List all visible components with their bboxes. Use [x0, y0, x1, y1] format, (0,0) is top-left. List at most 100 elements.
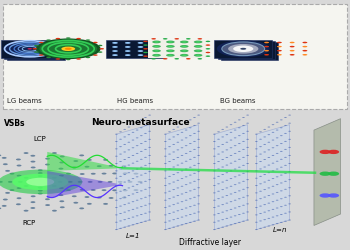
Circle shape — [263, 174, 266, 175]
Circle shape — [290, 54, 295, 56]
Circle shape — [217, 213, 220, 214]
Circle shape — [234, 223, 237, 224]
Circle shape — [193, 165, 196, 166]
Circle shape — [255, 192, 258, 194]
Circle shape — [185, 223, 188, 224]
Circle shape — [166, 50, 175, 52]
Circle shape — [144, 117, 147, 118]
Circle shape — [138, 181, 142, 183]
Circle shape — [197, 123, 200, 124]
Circle shape — [140, 135, 143, 136]
Circle shape — [213, 163, 216, 164]
Circle shape — [28, 48, 32, 50]
Circle shape — [38, 184, 43, 186]
Circle shape — [263, 204, 266, 205]
Circle shape — [136, 137, 139, 138]
Circle shape — [59, 187, 64, 189]
Circle shape — [132, 155, 134, 156]
Circle shape — [45, 183, 50, 185]
Circle shape — [217, 40, 270, 57]
Circle shape — [91, 189, 96, 191]
Circle shape — [276, 168, 279, 170]
Circle shape — [242, 165, 245, 166]
Circle shape — [123, 189, 126, 190]
Circle shape — [176, 134, 179, 135]
Circle shape — [259, 198, 262, 199]
Circle shape — [213, 229, 216, 230]
Circle shape — [66, 173, 71, 174]
Circle shape — [132, 224, 134, 225]
Circle shape — [36, 38, 100, 59]
Circle shape — [217, 139, 220, 140]
Circle shape — [255, 163, 258, 164]
Circle shape — [164, 222, 167, 223]
Circle shape — [246, 171, 249, 172]
Circle shape — [38, 178, 43, 180]
Circle shape — [221, 136, 224, 138]
Circle shape — [144, 141, 147, 142]
Circle shape — [132, 186, 134, 187]
FancyBboxPatch shape — [1, 40, 59, 58]
Text: LG beams: LG beams — [7, 98, 41, 103]
Circle shape — [112, 189, 117, 191]
Circle shape — [290, 42, 295, 43]
Circle shape — [246, 139, 249, 140]
Circle shape — [168, 139, 171, 140]
Circle shape — [196, 46, 200, 47]
Circle shape — [280, 222, 283, 223]
Circle shape — [119, 161, 122, 162]
Circle shape — [91, 173, 96, 175]
Circle shape — [221, 227, 224, 228]
Circle shape — [225, 210, 228, 211]
Ellipse shape — [0, 170, 82, 194]
Circle shape — [272, 147, 274, 148]
Circle shape — [242, 189, 245, 190]
Circle shape — [182, 46, 186, 47]
Circle shape — [276, 215, 279, 216]
Circle shape — [280, 182, 283, 184]
Polygon shape — [47, 152, 122, 171]
Polygon shape — [116, 125, 150, 230]
Circle shape — [176, 210, 179, 211]
Circle shape — [164, 178, 167, 179]
Circle shape — [119, 198, 122, 199]
Circle shape — [148, 187, 151, 188]
Circle shape — [259, 191, 262, 192]
Circle shape — [290, 46, 295, 48]
Circle shape — [140, 206, 143, 207]
Circle shape — [284, 189, 287, 190]
Circle shape — [213, 134, 216, 135]
Circle shape — [144, 125, 147, 126]
Circle shape — [45, 158, 50, 160]
Circle shape — [115, 222, 118, 223]
Circle shape — [163, 58, 168, 59]
Circle shape — [115, 200, 118, 201]
Circle shape — [168, 220, 171, 222]
Text: Diffractive layer: Diffractive layer — [179, 238, 241, 247]
Circle shape — [138, 42, 144, 44]
Circle shape — [132, 201, 134, 202]
Circle shape — [182, 54, 186, 56]
Circle shape — [108, 165, 113, 167]
Circle shape — [102, 173, 106, 174]
Circle shape — [148, 131, 151, 132]
Circle shape — [115, 214, 118, 216]
Circle shape — [189, 182, 192, 184]
Circle shape — [238, 127, 241, 128]
Circle shape — [136, 122, 139, 123]
Circle shape — [288, 195, 291, 196]
Circle shape — [86, 40, 90, 41]
Circle shape — [148, 147, 151, 148]
Circle shape — [193, 197, 196, 198]
Circle shape — [185, 161, 188, 162]
Circle shape — [189, 206, 192, 207]
Circle shape — [267, 203, 270, 204]
Circle shape — [136, 192, 139, 193]
Circle shape — [123, 204, 126, 205]
Circle shape — [87, 203, 92, 205]
Circle shape — [180, 50, 189, 52]
Circle shape — [280, 159, 283, 160]
Circle shape — [103, 203, 108, 205]
Circle shape — [225, 142, 228, 143]
Circle shape — [148, 195, 151, 196]
